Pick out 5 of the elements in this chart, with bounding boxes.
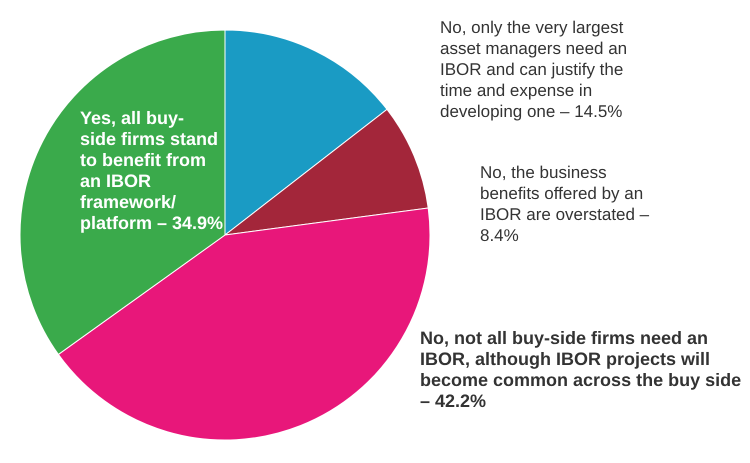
data-label: 8.4% [480, 226, 519, 245]
slice-label: No, not all buy-side firms need an IBOR, although IBOR projects will become common across the buy side – 42.2% [420, 328, 742, 411]
slice-label: Yes, all buy-side firms stand to benefit from an IBOR framework/ platform – 34.9% [80, 108, 224, 233]
slice-label: No, the business benefits offered by an IBOR are overstated – [480, 163, 650, 224]
slice-label: No, only the very largest asset managers need an IBOR and can justify the time and expense in developing one – 14.5% [440, 18, 628, 121]
